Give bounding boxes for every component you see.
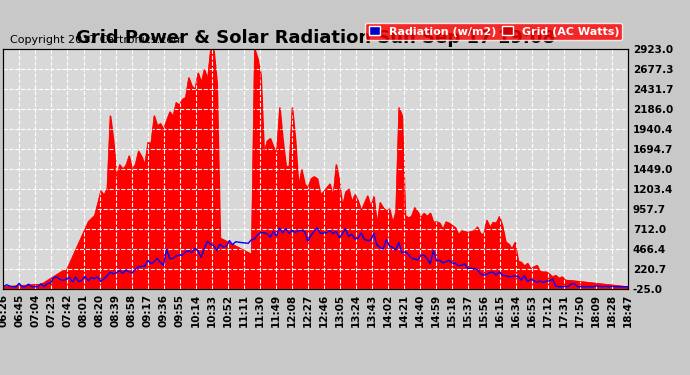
Text: Copyright 2017 Cartronics.com: Copyright 2017 Cartronics.com [10,35,184,45]
Title: Grid Power & Solar Radiation Sun Sep 17 19:08: Grid Power & Solar Radiation Sun Sep 17 … [76,29,555,47]
Legend: Radiation (w/m2), Grid (AC Watts): Radiation (w/m2), Grid (AC Watts) [365,23,622,40]
